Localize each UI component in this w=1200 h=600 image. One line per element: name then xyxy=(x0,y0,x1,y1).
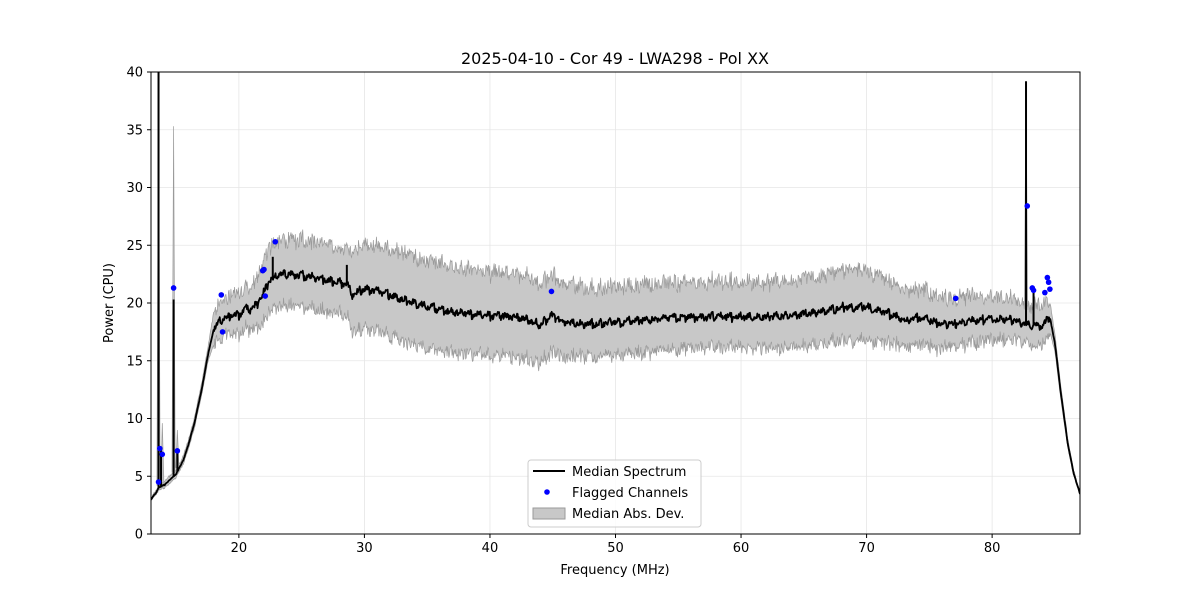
y-axis-label: Power (CPU) xyxy=(102,263,117,343)
flagged-point xyxy=(262,293,269,299)
y-tick-label: 40 xyxy=(126,66,143,81)
y-tick-label: 25 xyxy=(126,239,143,254)
legend-flagged-swatch xyxy=(544,489,550,495)
flagged-point xyxy=(1044,274,1051,281)
flagged-point xyxy=(1030,287,1037,294)
flagged-point xyxy=(155,479,162,485)
x-tick-label: 80 xyxy=(984,541,1001,556)
mad-envelope xyxy=(151,229,1080,502)
legend-flagged-label: Flagged Channels xyxy=(572,486,688,501)
flagged-point xyxy=(272,238,279,245)
y-tick-label: 35 xyxy=(126,123,143,138)
y-tick-label: 10 xyxy=(126,412,143,427)
y-tick-label: 5 xyxy=(135,470,143,485)
flagged-point xyxy=(952,295,959,302)
flagged-point xyxy=(174,448,181,454)
flagged-point xyxy=(218,292,225,298)
flagged-point xyxy=(1024,203,1031,209)
x-axis-label: Frequency (MHz) xyxy=(560,563,669,578)
plot-area xyxy=(151,72,1080,502)
flagged-point xyxy=(261,266,267,273)
median-line xyxy=(151,269,1080,501)
flagged-point xyxy=(159,451,166,458)
x-tick-label: 50 xyxy=(607,541,624,556)
y-tick-label: 30 xyxy=(126,181,143,196)
legend-median-label: Median Spectrum xyxy=(572,465,686,480)
x-tick-label: 60 xyxy=(733,541,750,556)
flagged-point xyxy=(219,329,226,335)
x-tick-label: 20 xyxy=(231,541,248,556)
y-tick-label: 20 xyxy=(126,297,143,312)
legend-mad-label: Median Abs. Dev. xyxy=(572,507,684,522)
y-tick-label: 0 xyxy=(135,528,143,543)
y-tick-label: 15 xyxy=(126,354,143,369)
axis-ticks: 20 30 40 50 60 70 80 0 5 10 15 20 25 30 35 40 xyxy=(126,66,1000,557)
legend-mad-swatch xyxy=(532,507,566,520)
flagged-point xyxy=(1045,279,1052,286)
chart-title: 2025-04-10 - Cor 49 - LWA298 - Pol XX xyxy=(461,49,769,68)
flagged-point xyxy=(548,288,555,295)
flagged-point xyxy=(1042,289,1048,296)
x-tick-label: 30 xyxy=(356,541,373,556)
legend: Median Spectrum Flagged Channels Median … xyxy=(527,459,702,528)
x-tick-label: 40 xyxy=(482,541,499,556)
flagged-point xyxy=(156,445,163,452)
x-tick-label: 70 xyxy=(858,541,875,556)
flagged-point xyxy=(170,285,177,291)
flagged-point xyxy=(1047,286,1053,292)
legend-box xyxy=(527,459,702,528)
